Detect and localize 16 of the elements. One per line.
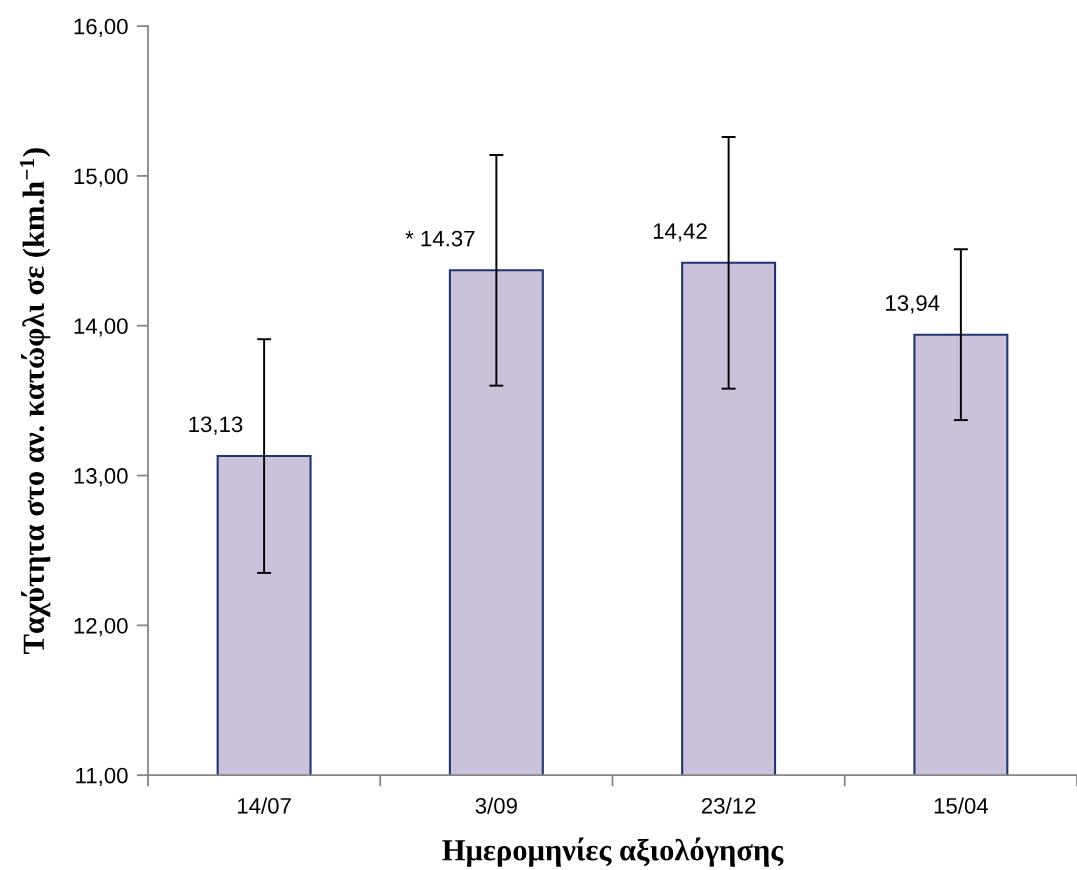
y-tick-label: 11,00 xyxy=(76,767,128,787)
y-tick-label: 12,00 xyxy=(74,617,128,637)
x-tick-label: 23/12 xyxy=(701,797,756,814)
y-tick-label: 13,00 xyxy=(74,468,128,487)
y-axis-title: Ταχύτητα στο αν. κατώφλι σε (km.h$^{−1}$) xyxy=(19,148,51,654)
y-tick-label: 15,00 xyxy=(74,168,128,187)
data-label: 13,94 xyxy=(886,295,940,314)
y-tick-label: 14,00 xyxy=(74,318,128,337)
y-tick-label: 16,00 xyxy=(74,18,128,37)
x-tick-label: 14/07 xyxy=(238,797,291,814)
data-label: * 14.37 xyxy=(405,230,475,247)
data-label: 14,42 xyxy=(653,223,707,242)
x-tick-label: 3/09 xyxy=(475,797,517,814)
data-label: 13,13 xyxy=(189,416,243,435)
x-tick-label: 15/04 xyxy=(934,797,989,814)
x-axis-title: Ημερομηνίες αξιολόγησης xyxy=(442,837,784,867)
